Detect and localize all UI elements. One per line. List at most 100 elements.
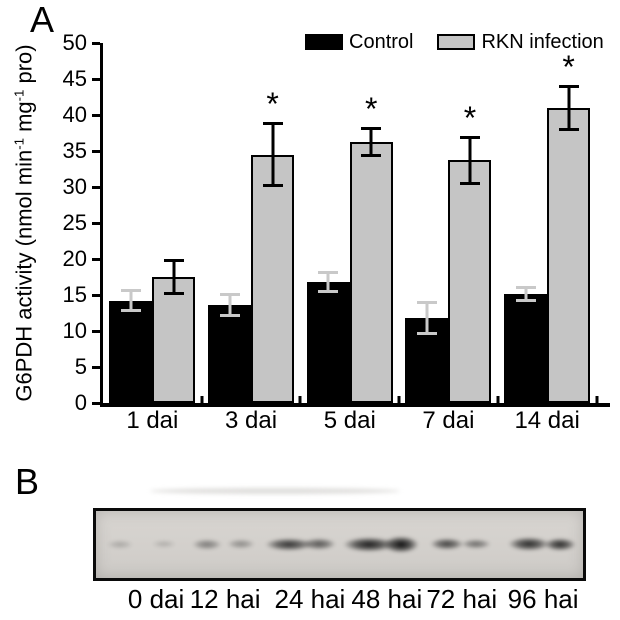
error-bar-part bbox=[459, 181, 480, 185]
blot-lane-label: 24 hai bbox=[274, 584, 346, 614]
bar-rkn-infection bbox=[448, 160, 492, 403]
y-axis-title-segment: pro) bbox=[11, 44, 37, 90]
bar-rkn-infection bbox=[251, 154, 295, 403]
blot-lane-label: 72 hai bbox=[426, 584, 498, 614]
error-bar bbox=[262, 122, 283, 187]
error-bar bbox=[515, 286, 536, 303]
y-axis-tick bbox=[92, 365, 100, 369]
error-bar-part bbox=[163, 292, 184, 295]
legend-label-rkn-infection: RKN infection bbox=[481, 31, 604, 53]
chart-legend: Control RKN infection bbox=[305, 32, 604, 52]
legend-swatch-rkn-infection bbox=[437, 34, 476, 50]
x-axis-boundary-tick bbox=[298, 396, 302, 403]
significance-asterisk: * bbox=[365, 91, 378, 128]
error-bar-part bbox=[219, 292, 240, 296]
x-axis-category-label: 7 dai bbox=[422, 407, 475, 434]
blot-lane-label: 48 hai bbox=[351, 584, 423, 614]
error-bar bbox=[459, 135, 480, 185]
error-bar-part bbox=[524, 286, 528, 303]
blot-band bbox=[543, 537, 576, 551]
error-bar-part bbox=[318, 289, 339, 293]
y-axis-tick bbox=[92, 185, 100, 189]
error-bar-part bbox=[120, 289, 141, 293]
y-axis-tick-label: 15 bbox=[62, 282, 87, 307]
error-bar-part bbox=[416, 331, 437, 335]
y-axis-title-segment: G6PDH activity (nmol min bbox=[11, 149, 37, 402]
x-axis-category-label: 14 dai bbox=[514, 407, 580, 434]
blot-band bbox=[507, 537, 550, 551]
error-bar-part bbox=[172, 259, 176, 295]
blot-lane-label: 0 dai bbox=[127, 584, 185, 614]
error-bar-part bbox=[567, 84, 571, 131]
error-bar-part bbox=[271, 122, 275, 187]
error-bar-part bbox=[219, 314, 240, 318]
legend-item-control: Control bbox=[305, 32, 413, 52]
blot-band bbox=[461, 539, 492, 549]
error-bar-part bbox=[459, 135, 480, 139]
y-axis-tick bbox=[92, 221, 100, 225]
blot-lane-label: 12 hai bbox=[189, 584, 261, 614]
significance-asterisk: * bbox=[266, 86, 279, 123]
error-bar-part bbox=[361, 127, 382, 131]
y-axis-tick-label: 45 bbox=[62, 66, 87, 91]
western-blot-image bbox=[93, 508, 586, 581]
error-bar-part bbox=[369, 127, 373, 158]
y-axis-tick-label: 0 bbox=[74, 390, 87, 415]
y-axis-tick bbox=[92, 401, 100, 405]
error-bar-part bbox=[318, 271, 339, 275]
error-bar bbox=[361, 127, 382, 158]
blot-band bbox=[152, 540, 177, 548]
significance-asterisk: * bbox=[463, 99, 477, 136]
plot-area: 0 5 10 15 20 25 30 35 40 45 50 1 dai * 3 dai * 5 dai * 7 … bbox=[63, 32, 610, 434]
error-bar bbox=[163, 259, 184, 295]
y-axis-tick bbox=[92, 293, 100, 297]
panel-a-letter: A bbox=[30, 0, 55, 40]
error-bar-part bbox=[425, 301, 429, 335]
y-axis-tick-label: 35 bbox=[62, 138, 87, 163]
y-axis-tick-label: 40 bbox=[62, 102, 87, 127]
x-axis-boundary-tick bbox=[496, 396, 500, 403]
legend-item-rkn-infection: RKN infection bbox=[437, 31, 604, 53]
error-bar-part bbox=[326, 271, 330, 293]
error-bar bbox=[120, 289, 141, 313]
error-bar-part bbox=[262, 183, 283, 187]
blot-band bbox=[191, 538, 222, 550]
x-axis-boundary-tick bbox=[397, 396, 401, 403]
panel-b-letter: B bbox=[15, 461, 40, 502]
error-bar-part bbox=[558, 127, 579, 131]
blot-band bbox=[264, 537, 313, 551]
bar-control bbox=[306, 282, 350, 403]
legend-label-control: Control bbox=[349, 31, 414, 53]
y-axis-tick-label: 25 bbox=[62, 210, 87, 235]
bar-control bbox=[504, 294, 548, 403]
error-bar-part bbox=[558, 84, 579, 88]
error-bar bbox=[558, 84, 579, 131]
y-axis-tick-label: 10 bbox=[62, 318, 87, 343]
x-axis-boundary-tick bbox=[200, 396, 204, 403]
y-axis-tick-label: 20 bbox=[62, 246, 87, 271]
y-axis-tick bbox=[92, 41, 100, 45]
error-bar bbox=[318, 271, 339, 293]
blot-band bbox=[226, 539, 255, 549]
error-bar-part bbox=[515, 286, 536, 290]
y-axis-tick-label: 50 bbox=[62, 30, 87, 55]
error-bar-part bbox=[163, 259, 184, 262]
bar-rkn-infection bbox=[152, 277, 196, 403]
y-axis-tick bbox=[92, 257, 100, 261]
y-axis-title-segment: -1 bbox=[11, 138, 27, 150]
bar-rkn-infection bbox=[349, 142, 393, 403]
error-bar-part bbox=[129, 289, 133, 313]
x-axis-category-label: 5 dai bbox=[323, 407, 376, 434]
error-bar bbox=[416, 301, 437, 335]
x-axis-boundary-tick bbox=[595, 396, 598, 403]
error-bar-part bbox=[515, 299, 536, 303]
error-bar bbox=[219, 292, 240, 318]
error-bar-part bbox=[262, 122, 283, 126]
legend-swatch-control bbox=[305, 34, 343, 50]
bar-control bbox=[109, 300, 153, 403]
blot-band bbox=[301, 538, 336, 550]
blot-band bbox=[430, 538, 465, 550]
error-bar-part bbox=[416, 301, 437, 305]
blot-band bbox=[343, 536, 396, 552]
